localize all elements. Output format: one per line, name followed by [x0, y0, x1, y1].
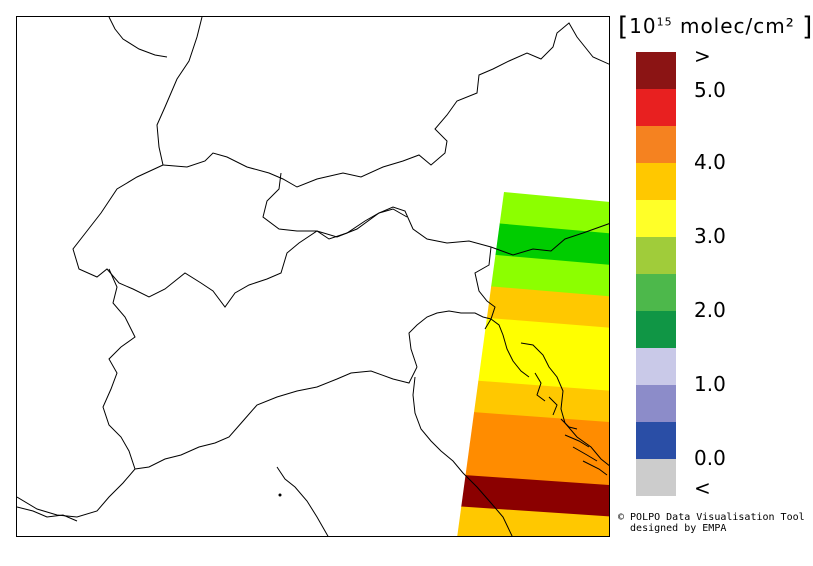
legend-swatch	[636, 348, 676, 385]
legend-swatch	[636, 422, 676, 459]
legend-swatch	[636, 200, 676, 237]
legend-swatch	[636, 385, 676, 422]
border-germany-austria	[162, 22, 609, 188]
island-dot	[278, 493, 282, 497]
swath-band	[457, 506, 609, 536]
swath-band	[478, 349, 609, 392]
legend-label-bottom: <	[694, 476, 711, 500]
border-italy-south	[134, 366, 418, 470]
credit-text: © POLPO Data Visualisation Tool designed…	[618, 512, 805, 534]
satellite-swath	[457, 192, 609, 536]
islands-croatia	[534, 372, 608, 476]
border-italy-slovenia	[474, 246, 496, 330]
border-germany-north	[108, 17, 168, 58]
legend-swatch	[636, 126, 676, 163]
coast-adriatic	[408, 310, 513, 536]
swath-band	[482, 317, 609, 360]
swath-band	[491, 254, 609, 297]
unit-label: [1015 molec/cm² ]	[618, 12, 813, 42]
legend-swatch	[636, 459, 676, 496]
country-borders	[17, 17, 609, 536]
legend-label-0: 0.0	[694, 446, 726, 470]
border-austria-italy	[262, 172, 609, 256]
legend-label-4: 4.0	[694, 150, 726, 174]
swath-band	[465, 443, 609, 486]
border-france-italy	[17, 268, 136, 518]
legend-swatch	[636, 311, 676, 348]
legend-label-1: 1.0	[694, 372, 726, 396]
coast-tyrrhenian	[276, 466, 329, 536]
legend-swatch	[636, 274, 676, 311]
border-france-germany	[156, 17, 203, 166]
swath-band	[499, 192, 609, 234]
legend-label-2: 2.0	[694, 298, 726, 322]
coast-croatia	[520, 342, 609, 467]
swath-band	[469, 412, 609, 454]
map-canvas[interactable]	[17, 17, 610, 537]
coast-ligurian	[17, 506, 78, 522]
legend-swatch	[636, 237, 676, 274]
legend-swatch	[636, 52, 676, 89]
legend-label-5: 5.0	[694, 78, 726, 102]
color-legend	[636, 52, 676, 496]
swath-band	[474, 380, 609, 423]
legend-swatch	[636, 89, 676, 126]
coast-istria	[490, 318, 530, 378]
legend-label-top: >	[694, 44, 711, 68]
legend-label-3: 3.0	[694, 224, 726, 248]
swath-band	[461, 475, 609, 517]
swath-band	[486, 286, 609, 329]
map-panel[interactable]	[16, 16, 610, 537]
border-switzerland	[72, 164, 408, 308]
legend-swatch	[636, 163, 676, 200]
